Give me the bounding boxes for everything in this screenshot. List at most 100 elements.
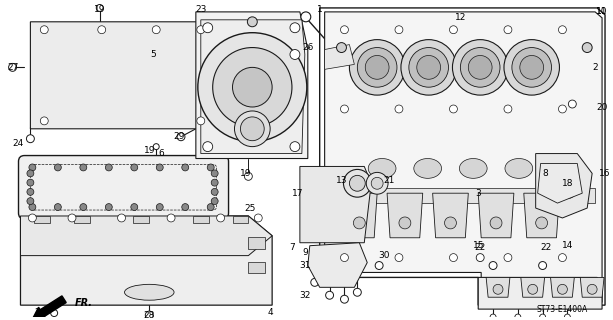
Circle shape bbox=[40, 117, 48, 125]
Circle shape bbox=[340, 105, 348, 113]
Text: FR.: FR. bbox=[75, 298, 93, 308]
Circle shape bbox=[375, 261, 383, 269]
Circle shape bbox=[203, 142, 213, 152]
Circle shape bbox=[156, 204, 163, 211]
Circle shape bbox=[343, 169, 371, 197]
Ellipse shape bbox=[414, 158, 441, 178]
Text: 21: 21 bbox=[383, 176, 395, 185]
Circle shape bbox=[80, 164, 87, 171]
Text: 23: 23 bbox=[195, 5, 207, 14]
Circle shape bbox=[290, 23, 300, 33]
Polygon shape bbox=[330, 188, 595, 203]
Circle shape bbox=[539, 314, 546, 320]
Circle shape bbox=[409, 48, 449, 87]
Polygon shape bbox=[20, 216, 272, 305]
Polygon shape bbox=[300, 166, 371, 243]
Circle shape bbox=[587, 284, 597, 294]
Circle shape bbox=[311, 278, 319, 286]
Polygon shape bbox=[524, 193, 560, 238]
Circle shape bbox=[547, 168, 557, 178]
Circle shape bbox=[145, 311, 153, 319]
Circle shape bbox=[340, 295, 348, 303]
Text: 18: 18 bbox=[562, 179, 573, 188]
Ellipse shape bbox=[505, 158, 533, 178]
Circle shape bbox=[357, 48, 397, 87]
Circle shape bbox=[395, 26, 403, 34]
Polygon shape bbox=[31, 22, 219, 129]
Text: 31: 31 bbox=[299, 261, 311, 270]
Text: 2: 2 bbox=[592, 63, 598, 72]
FancyArrow shape bbox=[32, 296, 66, 319]
Polygon shape bbox=[20, 216, 272, 256]
Circle shape bbox=[326, 291, 333, 299]
Circle shape bbox=[182, 164, 189, 171]
Circle shape bbox=[512, 48, 552, 87]
Circle shape bbox=[582, 43, 592, 52]
Text: 6: 6 bbox=[158, 149, 164, 158]
Circle shape bbox=[27, 198, 34, 204]
Circle shape bbox=[337, 43, 346, 52]
Circle shape bbox=[55, 204, 61, 211]
Text: 25: 25 bbox=[245, 204, 256, 212]
Circle shape bbox=[349, 175, 365, 191]
Circle shape bbox=[96, 4, 103, 12]
Text: 7: 7 bbox=[289, 243, 295, 252]
Text: ST73-E1400A: ST73-E1400A bbox=[537, 305, 588, 314]
Circle shape bbox=[26, 135, 34, 143]
Text: 28: 28 bbox=[143, 310, 155, 320]
FancyBboxPatch shape bbox=[18, 156, 229, 219]
Circle shape bbox=[105, 204, 112, 211]
Polygon shape bbox=[308, 243, 367, 287]
Circle shape bbox=[558, 254, 566, 261]
Circle shape bbox=[153, 144, 159, 150]
Circle shape bbox=[468, 55, 492, 79]
Polygon shape bbox=[325, 44, 354, 69]
Polygon shape bbox=[538, 164, 582, 203]
Circle shape bbox=[476, 254, 484, 261]
Circle shape bbox=[211, 170, 218, 177]
Circle shape bbox=[301, 12, 311, 22]
Circle shape bbox=[207, 204, 214, 211]
Circle shape bbox=[290, 50, 300, 60]
Circle shape bbox=[353, 288, 361, 296]
Text: 20: 20 bbox=[596, 102, 607, 111]
Polygon shape bbox=[134, 216, 150, 223]
Text: 19: 19 bbox=[94, 5, 105, 14]
Text: 14: 14 bbox=[562, 241, 573, 250]
Text: 5: 5 bbox=[150, 50, 156, 59]
Circle shape bbox=[452, 40, 508, 95]
Circle shape bbox=[565, 314, 570, 320]
Circle shape bbox=[51, 310, 58, 316]
Circle shape bbox=[490, 217, 502, 229]
Polygon shape bbox=[201, 20, 305, 154]
Polygon shape bbox=[193, 216, 209, 223]
Text: 17: 17 bbox=[292, 189, 303, 198]
Circle shape bbox=[248, 17, 257, 27]
Circle shape bbox=[290, 142, 300, 152]
Polygon shape bbox=[325, 12, 602, 302]
Circle shape bbox=[203, 23, 213, 33]
Ellipse shape bbox=[124, 284, 174, 300]
Circle shape bbox=[80, 204, 87, 211]
Circle shape bbox=[349, 40, 405, 95]
Circle shape bbox=[118, 214, 126, 222]
Circle shape bbox=[245, 172, 253, 180]
Text: 13: 13 bbox=[336, 176, 347, 185]
Text: 3: 3 bbox=[475, 189, 481, 198]
Circle shape bbox=[9, 63, 17, 71]
Polygon shape bbox=[34, 216, 50, 223]
Circle shape bbox=[232, 68, 272, 107]
Text: 12: 12 bbox=[455, 13, 466, 22]
Circle shape bbox=[197, 26, 205, 34]
Polygon shape bbox=[478, 277, 602, 309]
Circle shape bbox=[417, 55, 441, 79]
Circle shape bbox=[504, 26, 512, 34]
Polygon shape bbox=[232, 216, 248, 223]
Polygon shape bbox=[196, 12, 308, 158]
Circle shape bbox=[365, 55, 389, 79]
Text: 11: 11 bbox=[596, 7, 608, 16]
Text: 30: 30 bbox=[378, 251, 390, 260]
Circle shape bbox=[489, 261, 497, 269]
Circle shape bbox=[29, 204, 36, 211]
Circle shape bbox=[504, 105, 512, 113]
